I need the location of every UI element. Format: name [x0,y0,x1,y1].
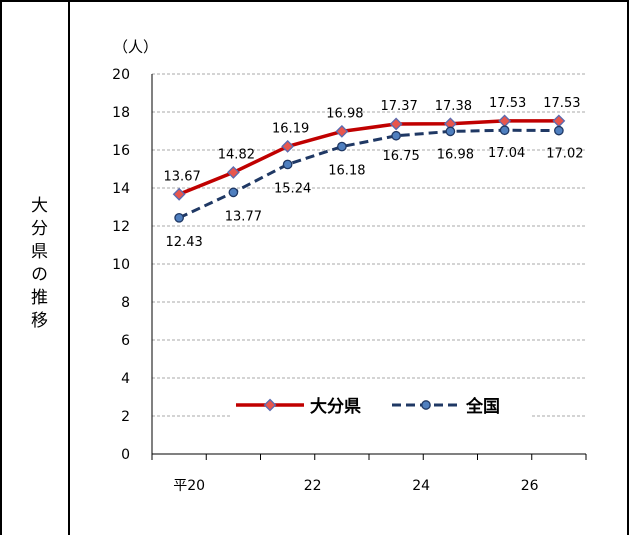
data-point-marker [337,141,347,152]
data-label: 17.37 [381,99,418,114]
data-label: 13.67 [164,169,201,184]
y-tick-label: 10 [112,257,130,273]
y-tick-label: 8 [121,295,130,311]
data-label: 17.38 [435,99,472,114]
series-line [178,119,559,196]
data-point-marker [281,139,295,153]
data-point-marker [391,130,401,141]
data-label: 16.75 [383,149,420,164]
data-point-marker [499,125,510,136]
y-tick-label: 0 [121,447,130,463]
data-label: 13.77 [225,209,262,224]
y-tick-label: 16 [112,143,130,159]
x-tick-label: 平20 [173,478,205,494]
data-point-marker [552,114,566,128]
data-label: 16.98 [437,147,474,162]
legend-label: 全国 [465,396,500,417]
data-label: 16.98 [326,106,363,121]
y-tick-label: 18 [112,105,130,121]
data-labels: 13.67 14.82 16.19 16.98 17.37 17.38 17.53 17.53… [164,96,584,250]
y-tick-label: 14 [112,181,130,197]
legend: 大分県 全国 [230,391,530,419]
y-tick-label: 6 [121,333,130,349]
data-label: 16.18 [328,164,365,179]
data-point-marker [282,159,293,170]
legend-swatch-marker [263,398,277,412]
data-label: 12.43 [166,235,203,250]
unit-label: （人） [113,38,158,56]
series-line [178,128,559,220]
data-point-marker [226,166,240,179]
y-tick-label: 2 [121,409,130,425]
data-point-marker [445,126,456,137]
series-group [172,114,566,223]
data-label: 17.02 [546,147,583,162]
grid-lines [152,73,586,417]
data-point-marker [498,114,512,128]
y-tick-label: 12 [112,219,130,235]
x-tick-label: 26 [521,478,539,494]
top-border [0,0,629,2]
y-tick-label: 4 [121,371,130,387]
data-label: 14.82 [218,147,255,162]
side-label-cell: 大分県の推移 [0,0,70,535]
x-tick-label: 24 [412,478,430,494]
data-label: 17.53 [543,96,580,111]
right-border [627,0,629,535]
x-tick-label: 22 [304,478,322,494]
side-label: 大分県の推移 [27,196,47,334]
data-point-marker [389,117,403,131]
data-point-marker [228,187,239,198]
data-label: 17.04 [488,146,525,161]
data-point-marker [172,187,186,201]
data-point-marker [335,124,349,138]
data-label: 16.19 [272,121,309,136]
data-point-marker [174,212,184,223]
y-tick-label: 20 [112,67,130,83]
data-label: 15.24 [274,181,311,196]
legend-swatch-marker [421,400,431,410]
data-point-marker [554,125,564,136]
legend-label: 大分県 [310,396,361,417]
data-label: 17.53 [489,96,526,111]
